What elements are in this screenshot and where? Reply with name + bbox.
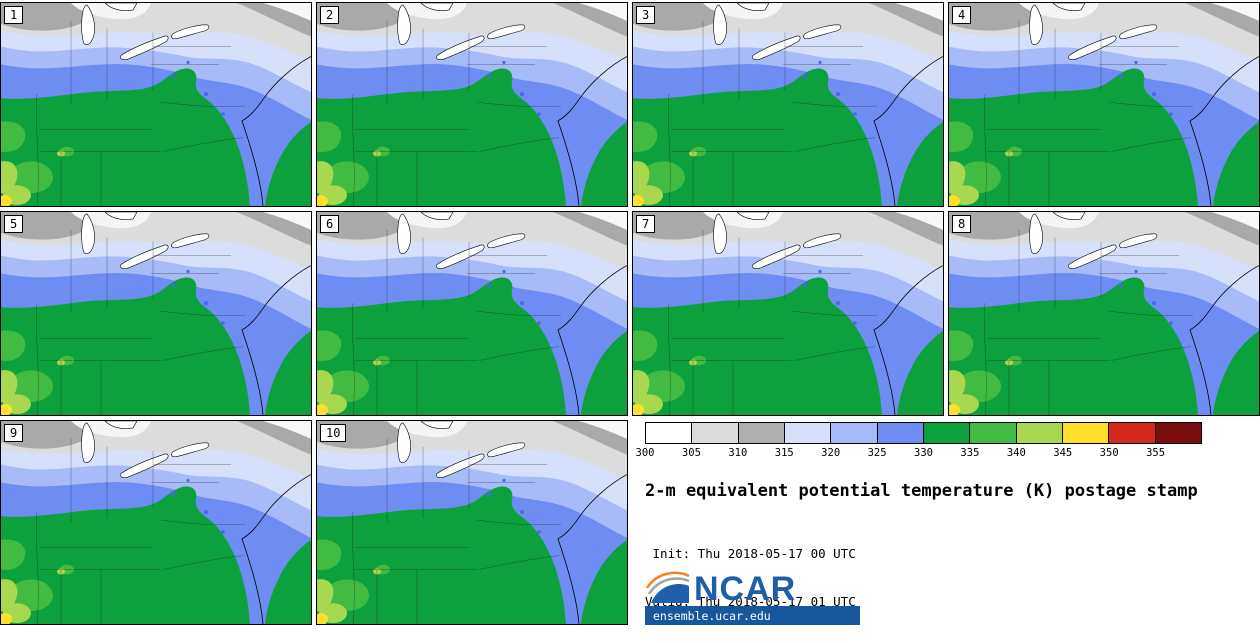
colorbar-tick-label: 335 xyxy=(960,447,980,459)
great-lakes xyxy=(1029,3,1158,60)
state-borders xyxy=(35,229,246,415)
state-borders xyxy=(35,438,246,624)
theta-e-map xyxy=(1,3,311,206)
forecast-panel: 10 xyxy=(316,420,628,625)
forecast-panel: 5 xyxy=(0,211,312,416)
colorbar-tick-label: 310 xyxy=(728,447,748,459)
coastline xyxy=(241,474,311,624)
panel-number: 2 xyxy=(320,6,340,24)
theta-e-map xyxy=(949,212,1259,415)
colorbar-segment xyxy=(784,423,832,443)
great-lakes xyxy=(713,3,842,60)
theta-e-map xyxy=(633,3,943,206)
theta-e-map xyxy=(317,212,627,415)
colorbar-tick-label: 305 xyxy=(681,447,701,459)
ncar-logo-row: NCAR xyxy=(645,568,860,609)
colorbar-segment xyxy=(646,423,693,443)
coastline xyxy=(873,265,943,415)
theta-e-map xyxy=(317,421,627,624)
colorbar-tick-label: 345 xyxy=(1053,447,1073,459)
panel-number: 5 xyxy=(4,215,24,233)
colorbar-segment xyxy=(1109,423,1156,443)
state-borders xyxy=(983,229,1194,415)
colorbar-segment xyxy=(1016,423,1063,443)
ncar-swoosh-icon xyxy=(645,571,690,603)
colorbar-tick-label: 325 xyxy=(867,447,887,459)
forecast-panel: 1 xyxy=(0,2,312,207)
colorbar-ticks: 300 305 310 315 320 325 330 335 340 345 350 355 xyxy=(636,447,1202,461)
coastline xyxy=(557,56,627,206)
forecast-panel: 2 xyxy=(316,2,628,207)
forecast-panel: 4 xyxy=(948,2,1260,207)
forecast-panel: 6 xyxy=(316,211,628,416)
state-borders xyxy=(351,20,562,206)
great-lakes xyxy=(397,212,526,269)
panel-number: 8 xyxy=(952,215,972,233)
great-lakes xyxy=(81,421,210,478)
theta-e-map xyxy=(633,212,943,415)
forecast-panel: 9 xyxy=(0,420,312,625)
colorbar-segment xyxy=(1062,423,1110,443)
logo-site-text: ensemble.ucar.edu xyxy=(653,608,771,623)
colorbar-segment xyxy=(877,423,924,443)
state-borders xyxy=(351,229,562,415)
panel-number: 10 xyxy=(320,424,347,442)
info-cell: 300 305 310 315 320 325 330 335 340 345 350 355 2-m… xyxy=(632,420,1260,625)
panel-number: 6 xyxy=(320,215,340,233)
great-lakes xyxy=(1029,212,1158,269)
colorbar-tick-label: 320 xyxy=(821,447,841,459)
forecast-panel: 8 xyxy=(948,211,1260,416)
logo-site-bar: ensemble.ucar.edu xyxy=(645,606,860,625)
colorbar-segment xyxy=(831,423,878,443)
great-lakes xyxy=(713,212,842,269)
coastline xyxy=(557,265,627,415)
colorbar-wrap: 300 305 310 315 320 325 330 335 340 345 350 355 xyxy=(636,422,1202,461)
colorbar-tick-label: 315 xyxy=(774,447,794,459)
panel-number: 4 xyxy=(952,6,972,24)
colorbar-segment xyxy=(738,423,785,443)
init-time: Init: Thu 2018-05-17 00 UTC xyxy=(645,545,856,561)
colorbar-tick-label: 355 xyxy=(1146,447,1166,459)
state-borders xyxy=(667,20,878,206)
great-lakes xyxy=(81,212,210,269)
great-lakes xyxy=(397,3,526,60)
coastline xyxy=(873,56,943,206)
theta-e-map xyxy=(1,421,311,624)
forecast-panel: 7 xyxy=(632,211,944,416)
great-lakes xyxy=(397,421,526,478)
colorbar-segment xyxy=(923,423,971,443)
colorbar-tick-label: 350 xyxy=(1099,447,1119,459)
colorbar-segment xyxy=(692,423,739,443)
state-borders xyxy=(667,229,878,415)
panel-number: 3 xyxy=(636,6,656,24)
plot-title: 2-m equivalent potential temperature (K)… xyxy=(645,481,1198,501)
panel-number: 7 xyxy=(636,215,656,233)
coastline xyxy=(241,265,311,415)
coastline xyxy=(1189,56,1259,206)
theta-e-map xyxy=(949,3,1259,206)
theta-e-map xyxy=(1,212,311,415)
panel-grid: 1 xyxy=(0,2,1260,625)
colorbar-segment xyxy=(970,423,1017,443)
forecast-panel: 3 xyxy=(632,2,944,207)
state-borders xyxy=(983,20,1194,206)
colorbar-tick-label: 300 xyxy=(635,447,655,459)
colorbar xyxy=(645,422,1202,444)
state-borders xyxy=(35,20,246,206)
great-lakes xyxy=(81,3,210,60)
panel-number: 9 xyxy=(4,424,24,442)
coastline xyxy=(241,56,311,206)
coastline xyxy=(1189,265,1259,415)
ncar-logo-text: NCAR xyxy=(694,570,797,609)
panel-number: 1 xyxy=(4,6,24,24)
colorbar-segment xyxy=(1155,423,1201,443)
colorbar-tick-label: 340 xyxy=(1006,447,1026,459)
state-borders xyxy=(351,438,562,624)
colorbar-tick-label: 330 xyxy=(914,447,933,459)
ncar-logo: NCAR ensemble.ucar.edu xyxy=(645,568,860,625)
theta-e-map xyxy=(317,3,627,206)
coastline xyxy=(557,474,627,624)
